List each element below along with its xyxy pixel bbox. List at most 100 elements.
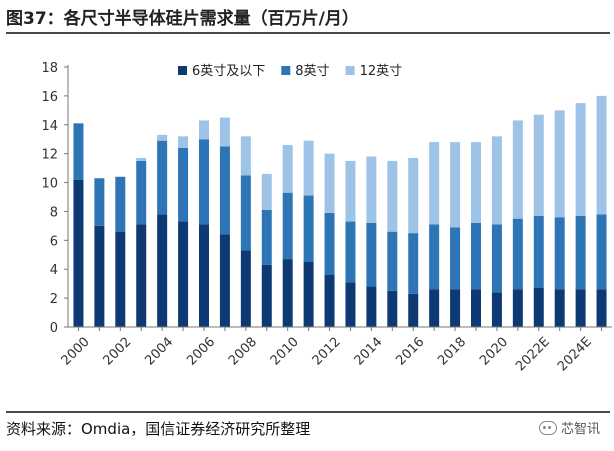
bar-segment bbox=[199, 139, 209, 225]
bar-segment bbox=[324, 275, 335, 327]
x-tick-label: 2014 bbox=[352, 335, 386, 369]
x-tick-label: 2018 bbox=[435, 335, 469, 369]
bar-segment bbox=[282, 145, 293, 193]
bar-segment bbox=[554, 289, 565, 327]
x-tick-label: 2004 bbox=[142, 335, 176, 369]
x-tick-label: 2010 bbox=[268, 335, 302, 369]
bar-segment bbox=[471, 223, 481, 290]
bar-segment bbox=[199, 120, 209, 140]
x-axis: 2000 2002 2004 2006 2008 2010 2012 2014 2016 2018… bbox=[59, 326, 612, 375]
bar-segment bbox=[73, 179, 84, 327]
bar-segment bbox=[282, 259, 293, 327]
x-tick-label: 2006 bbox=[184, 335, 218, 369]
bar-segment bbox=[387, 160, 398, 232]
x-tick-label: 2008 bbox=[226, 335, 260, 369]
source-note: 资料来源：Omdia，国信证券经济研究所整理 bbox=[6, 420, 311, 438]
y-tick-label: 14 bbox=[41, 119, 58, 134]
bar-segment bbox=[178, 147, 189, 222]
bar-segment bbox=[596, 289, 607, 327]
bar-segment bbox=[512, 120, 523, 219]
y-tick-label: 2 bbox=[50, 292, 58, 307]
bar-segment bbox=[240, 175, 251, 251]
bar-segment bbox=[366, 156, 377, 223]
bar-segment bbox=[261, 173, 272, 210]
bar-segment bbox=[282, 192, 293, 260]
x-tick-label: 2024E bbox=[555, 335, 595, 375]
legend-swatch bbox=[281, 66, 291, 75]
bar-segment bbox=[178, 136, 189, 148]
bar-segment bbox=[471, 142, 481, 223]
bar-segment bbox=[471, 289, 481, 327]
y-tick-label: 6 bbox=[50, 234, 58, 249]
bar-segment bbox=[512, 218, 523, 290]
y-tick-label: 16 bbox=[41, 90, 58, 105]
legend: 6英寸及以下 8英寸 12英寸 bbox=[178, 64, 402, 79]
x-tick-label: 2020 bbox=[477, 335, 511, 369]
wechat-icon bbox=[538, 420, 557, 435]
bar-segment bbox=[596, 214, 607, 290]
bar-segment bbox=[136, 160, 147, 225]
bar-segment bbox=[575, 103, 586, 216]
legend-swatch bbox=[178, 66, 187, 75]
bar-segment bbox=[345, 221, 356, 283]
legend-label: 12英寸 bbox=[360, 64, 403, 79]
bar-segment bbox=[324, 212, 335, 275]
bar-segment bbox=[115, 231, 126, 327]
bar-segment bbox=[345, 160, 356, 222]
bar-segment bbox=[596, 95, 607, 215]
bar-segment bbox=[366, 223, 377, 287]
bar-segment bbox=[429, 224, 440, 290]
y-tick-label: 12 bbox=[41, 148, 58, 163]
bar-segment bbox=[491, 136, 502, 225]
bar-segment bbox=[387, 290, 398, 327]
x-tick-label: 2002 bbox=[100, 335, 134, 369]
y-axis: 0 2 4 6 8 10 12 14 16 18 bbox=[41, 61, 69, 336]
legend-swatch bbox=[345, 66, 355, 75]
bar-segment bbox=[554, 217, 565, 290]
bar-segment bbox=[554, 110, 565, 218]
bar-segment bbox=[303, 262, 314, 327]
bottom-rule bbox=[6, 411, 610, 413]
x-tick-label: 2012 bbox=[310, 335, 344, 369]
bar-segment bbox=[324, 153, 335, 213]
legend-label: 6英寸及以下 bbox=[192, 64, 265, 79]
bar-segment bbox=[94, 178, 105, 226]
bar-segment bbox=[240, 136, 251, 176]
bar-segment bbox=[303, 195, 314, 262]
bar-segment bbox=[136, 224, 147, 327]
y-tick-label: 18 bbox=[41, 61, 58, 76]
bar-segment bbox=[408, 293, 419, 327]
y-tick-label: 10 bbox=[41, 177, 58, 192]
bar-segment bbox=[429, 289, 440, 327]
bar-segment bbox=[136, 158, 147, 161]
bar-segment bbox=[73, 123, 84, 180]
bar-segment bbox=[450, 289, 461, 327]
x-tick-label: 2016 bbox=[393, 335, 427, 369]
bar-segment bbox=[491, 224, 502, 293]
watermark: 芯智讯 bbox=[538, 418, 600, 437]
bar-segment bbox=[533, 114, 544, 216]
bar-segment bbox=[199, 224, 209, 327]
bar-segment bbox=[512, 289, 523, 327]
bar-segment bbox=[178, 221, 189, 327]
bar-segment bbox=[219, 234, 230, 327]
bar-segment bbox=[157, 140, 168, 215]
bar-segment bbox=[303, 140, 314, 196]
bar-segment bbox=[408, 233, 419, 294]
bars bbox=[73, 95, 607, 327]
bar-segment bbox=[533, 288, 544, 327]
bar-segment bbox=[157, 214, 168, 327]
bar-segment bbox=[366, 286, 377, 327]
bar-segment bbox=[450, 227, 461, 290]
bar-segment bbox=[94, 225, 105, 327]
bar-segment bbox=[240, 250, 251, 327]
bar-segment bbox=[219, 117, 230, 147]
watermark-text: 芯智讯 bbox=[560, 422, 600, 437]
bar-segment bbox=[261, 210, 272, 265]
y-tick-label: 4 bbox=[50, 263, 58, 278]
bar-segment bbox=[115, 176, 126, 232]
bar-segment bbox=[533, 215, 544, 288]
top-rule bbox=[6, 32, 610, 34]
bar-segment bbox=[219, 146, 230, 235]
